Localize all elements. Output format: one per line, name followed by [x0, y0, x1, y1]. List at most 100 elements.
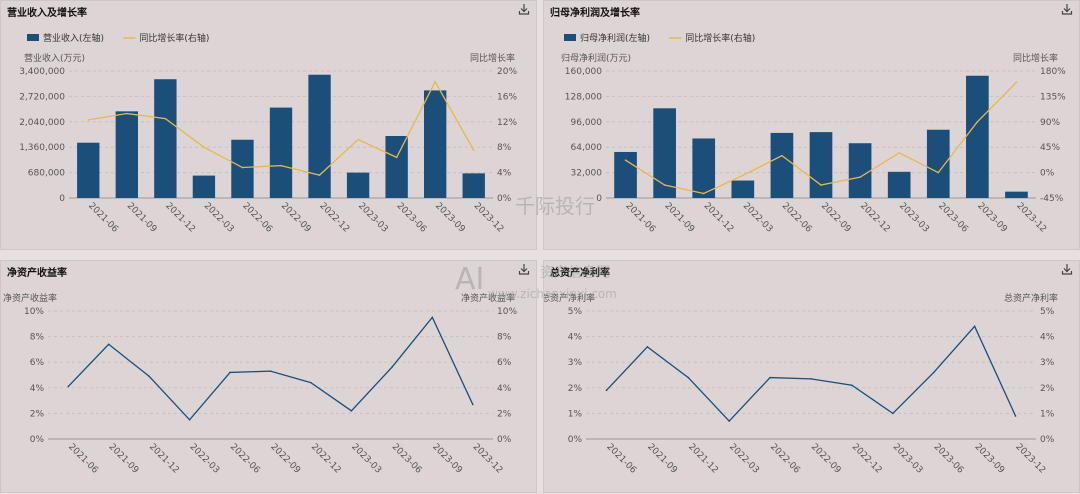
bar: [231, 139, 254, 198]
line-point: [646, 346, 649, 348]
y-tick-right: 5%: [1040, 307, 1055, 317]
bar: [731, 180, 755, 198]
y-tick-right: 8%: [497, 143, 512, 153]
y-tick-right: 0%: [497, 435, 512, 445]
bar: [115, 111, 138, 198]
x-tick-label: 2021-12: [686, 442, 720, 476]
y-axis-label-left: 总资产净利率: [544, 292, 595, 304]
y-tick-right: 4%: [497, 384, 512, 394]
y-tick-right: -45%: [1040, 194, 1064, 204]
line-point: [87, 119, 90, 121]
line-point: [148, 375, 150, 378]
x-tick-label: 2023-12: [1013, 442, 1047, 476]
download-icon[interactable]: [1061, 3, 1073, 15]
roe-chart-panel: 净资产收益率 0% 0% 2% 2% 4% 4% 6% 6% 8% 8% 10% 10% 净资产收益率净…: [0, 260, 537, 493]
series-line: [67, 316, 474, 421]
y-tick-right: 6%: [497, 358, 512, 368]
x-tick-label: 2023-09: [973, 442, 1007, 476]
legend-label: 归母净利润(左轴): [580, 32, 650, 44]
bar: [1005, 191, 1028, 198]
line-point: [624, 159, 627, 161]
line-point: [1014, 415, 1017, 417]
roe-chart: 0% 0% 2% 2% 4% 4% 6% 6% 8% 8% 10% 10% 净资产收益率 净资产收益率 20…: [3, 292, 517, 476]
line-point: [892, 412, 894, 415]
y-tick-left: 96,000: [571, 118, 603, 128]
x-tick-label: 2023-06: [932, 442, 966, 476]
x-tick-label: 2023-09: [430, 442, 464, 476]
line-point: [434, 80, 436, 83]
y-tick-left: 680,000: [28, 169, 65, 179]
x-tick-label: 2023-06: [936, 201, 970, 235]
line-point: [472, 149, 475, 152]
y-tick-left: 10%: [24, 307, 44, 317]
y-axis-label-right: 同比增长率: [470, 52, 515, 64]
x-tick-label: 2023-12: [472, 201, 506, 235]
line-point: [820, 184, 822, 186]
line-point: [67, 385, 70, 388]
y-tick-left: 0: [59, 194, 65, 204]
bar: [770, 132, 794, 198]
x-tick-label: 2022-12: [309, 442, 343, 476]
y-tick-right: 45%: [1040, 143, 1060, 153]
x-tick-label: 2021-06: [86, 201, 120, 235]
y-tick-left: 2,720,000: [19, 92, 65, 102]
x-tick-label: 2021-06: [604, 442, 638, 476]
line-point: [898, 152, 900, 154]
bar: [966, 75, 989, 198]
bar: [462, 173, 485, 198]
panel-title: 净资产收益率: [7, 268, 67, 279]
y-tick-right: 180%: [1040, 67, 1066, 77]
x-tick-label: 2021-06: [623, 201, 657, 235]
y-axis-label-right: 同比增长率: [1013, 52, 1058, 64]
y-tick-left: 3,400,000: [19, 67, 65, 77]
line-point: [663, 184, 666, 186]
y-tick-left: 64,000: [571, 143, 603, 153]
x-tick-label: 2022-12: [858, 201, 892, 235]
y-tick-left: 1%: [568, 409, 583, 419]
y-tick-right: 0%: [497, 194, 512, 204]
y-tick-right: 12%: [497, 118, 517, 128]
bar: [77, 142, 100, 198]
x-tick-label: 2023-09: [975, 201, 1009, 235]
x-tick-label: 2022-12: [317, 201, 351, 235]
y-tick-right: 10%: [497, 307, 517, 317]
bar: [385, 135, 408, 198]
y-tick-right: 1%: [1040, 409, 1055, 419]
y-axis-label-right: 净资产收益率: [461, 292, 515, 304]
y-tick-right: 16%: [497, 92, 517, 102]
net-profit-chart-panel: 归母净利润及增长率 0 -45% 32,000 0% 64,000 45% 96,000 90…: [543, 0, 1080, 250]
y-tick-right: 3%: [1040, 358, 1055, 368]
y-axis-label-left: 净资产收益率: [3, 292, 57, 304]
x-tick-label: 2022-03: [727, 442, 761, 476]
bar: [809, 132, 833, 198]
y-tick-right: 2%: [497, 409, 512, 419]
download-icon[interactable]: [1061, 263, 1073, 275]
y-tick-right: 90%: [1040, 118, 1060, 128]
y-tick-left: 5%: [568, 307, 583, 317]
line-point: [188, 419, 191, 421]
x-tick-label: 2022-12: [850, 442, 884, 476]
x-tick-label: 2022-09: [809, 442, 843, 476]
y-tick-right: 4%: [1040, 333, 1055, 343]
x-tick-label: 2023-03: [891, 442, 925, 476]
line-point: [126, 112, 128, 115]
download-icon[interactable]: [518, 3, 530, 15]
y-tick-left: 128,000: [565, 92, 602, 102]
line-point: [269, 370, 272, 372]
y-tick-left: 0: [596, 194, 602, 204]
line-point: [728, 420, 730, 422]
bar: [887, 171, 911, 198]
legend-label: 同比增长率(右轴): [685, 32, 755, 44]
x-tick-label: 2023-03: [897, 201, 931, 235]
x-tick-label: 2021-09: [125, 201, 159, 235]
y-tick-left: 2%: [30, 409, 45, 419]
y-tick-left: 2,040,000: [19, 118, 65, 128]
series-line: [605, 325, 1017, 423]
download-icon[interactable]: [518, 263, 530, 275]
x-tick-label: 2022-06: [780, 201, 814, 235]
legend-swatch-bar: [564, 34, 576, 41]
line-point: [310, 381, 312, 384]
line-point: [164, 117, 167, 120]
x-tick-label: 2022-06: [768, 442, 802, 476]
x-tick-label: 2022-06: [240, 201, 274, 235]
